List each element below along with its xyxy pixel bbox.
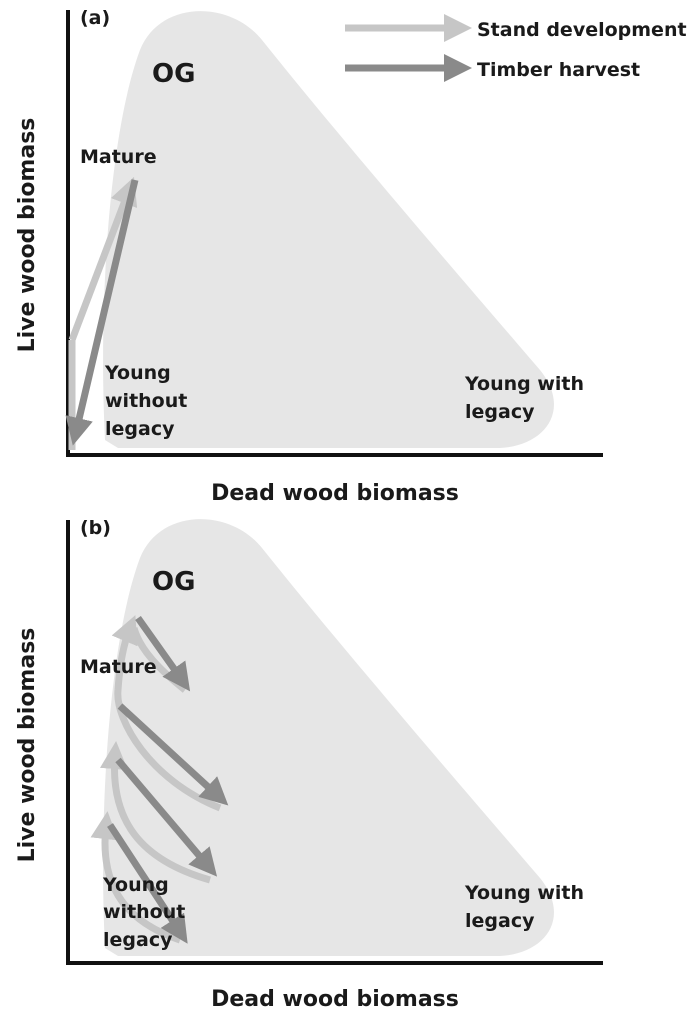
- arrow: [117, 703, 229, 806]
- panel-a: (a) OG Mature Young without legacy Young…: [15, 7, 603, 506]
- panel-b: (b) OG Mature Young without legacy Young…: [15, 517, 603, 1012]
- arrow: [107, 823, 188, 944]
- arrow: [68, 176, 138, 342]
- mature-label: Mature: [80, 656, 157, 678]
- legend-label: Stand development: [477, 19, 687, 41]
- young-without-label: Young without legacy: [102, 874, 192, 951]
- panel-label: (b): [80, 517, 111, 539]
- arrow: [135, 615, 191, 692]
- arrow: [65, 179, 139, 446]
- arrow: [111, 615, 222, 812]
- panel-label: (a): [80, 7, 110, 29]
- og-label: OG: [152, 567, 195, 597]
- legend-label: Timber harvest: [477, 59, 640, 81]
- og-label: OG: [152, 59, 195, 89]
- young-with-label: Young with legacy: [464, 373, 591, 423]
- x-axis-label: Dead wood biomass: [211, 481, 459, 506]
- y-axis-label: Live wood biomass: [15, 118, 40, 353]
- young-with-label: Young with legacy: [464, 882, 591, 932]
- arrow: [115, 757, 218, 877]
- arrow: [99, 741, 211, 884]
- y-axis-label: Live wood biomass: [15, 628, 40, 863]
- young-without-label: Young without legacy: [104, 362, 194, 440]
- x-axis-label: Dead wood biomass: [211, 987, 459, 1012]
- mature-label: Mature: [80, 146, 157, 168]
